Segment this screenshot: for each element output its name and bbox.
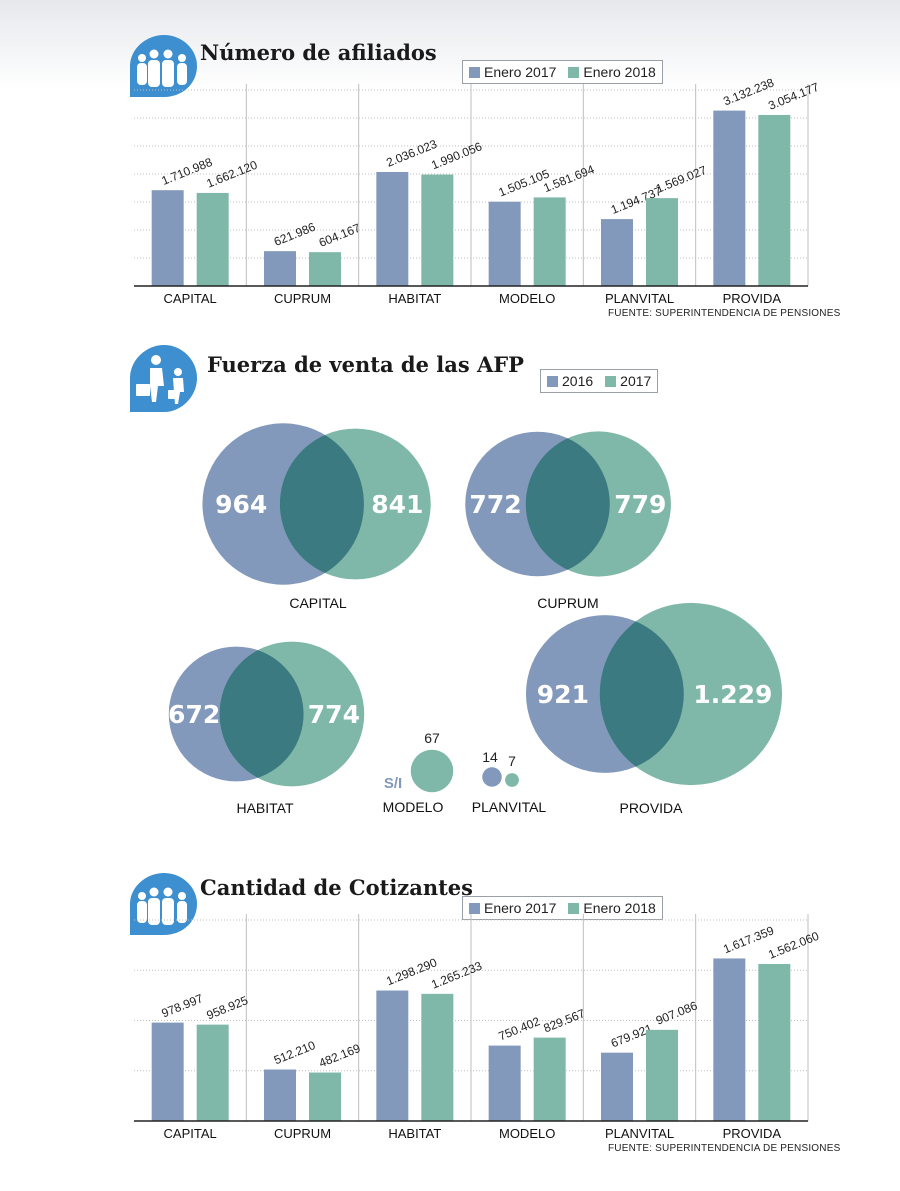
bar-provida-s2 [758, 964, 791, 1121]
legend: 2016 2017 [540, 369, 659, 393]
category-label: CUPRUM [274, 291, 331, 306]
venn-category-label: PLANVITAL [472, 799, 547, 815]
source-note: FUENTE: SUPERINTENDENCIA DE PENSIONES [608, 1143, 841, 1154]
chart-title: Fuerza de venta de las AFP [207, 352, 524, 377]
data-label: 1.265.233 [429, 959, 484, 992]
salespeople-icon [130, 345, 197, 412]
data-label: 512.210 [272, 1038, 318, 1067]
bar-capital-s1 [151, 1022, 184, 1121]
bar-planvital-s2 [646, 1029, 678, 1121]
bar-capital-s2 [196, 192, 229, 286]
venn-overlap-habitat [219, 650, 304, 778]
bar-modelo-s2 [533, 1037, 566, 1121]
venn-circle-modelo-2017 [410, 749, 454, 793]
bar-provida-s2 [758, 114, 791, 286]
bar-modelo-s2 [533, 197, 566, 286]
bar-provida-s1 [713, 110, 746, 287]
category-label: PROVIDA [723, 291, 782, 306]
category-label: MODELO [499, 291, 555, 306]
category-label: PLANVITAL [605, 291, 674, 306]
category-label: PROVIDA [723, 1126, 782, 1141]
category-label: CAPITAL [164, 1126, 217, 1141]
venn-value-2017: 1.229 [693, 680, 772, 709]
legend-label-enero-2018: Enero 2018 [583, 64, 656, 80]
data-label: 829.567 [542, 1006, 588, 1035]
bar-cuprum-s1 [264, 1069, 296, 1121]
bar-modelo-s1 [488, 1045, 521, 1121]
category-label: MODELO [499, 1126, 555, 1141]
legend-label-enero-2017: Enero 2017 [484, 900, 557, 916]
legend-swatch-2017 [605, 375, 617, 387]
legend: Enero 2017 Enero 2018 [462, 60, 663, 84]
venn-value-2017: 774 [308, 700, 360, 729]
venn-circle-planvital-2016 [482, 767, 502, 787]
legend-label-enero-2017: Enero 2017 [484, 64, 557, 80]
venn-value-2017: 7 [508, 753, 516, 769]
data-label: 907.086 [654, 998, 700, 1027]
chart-title: Cantidad de Cotizantes [200, 875, 473, 900]
legend-swatch-enero-2017 [469, 66, 480, 78]
fuerza-venta-venn-chart: 964 841 CAPITAL 772 779 CUPRUM 672 774 HABITAT 92… [168, 423, 783, 816]
data-label: 958.925 [205, 993, 251, 1022]
bar-capital-s2 [196, 1024, 229, 1121]
bar-habitat-s2 [421, 174, 454, 286]
chart-title: Número de afiliados [200, 40, 437, 65]
venn-value-2016: 772 [469, 490, 521, 519]
venn-value-2017: 67 [424, 730, 440, 746]
bar-habitat-s1 [376, 990, 409, 1121]
cotizantes-bar-chart: 978.997 958.925 CAPITAL 512.210 482.169 CUPRU… [134, 914, 821, 1141]
category-label: CUPRUM [274, 1126, 331, 1141]
category-label: HABITAT [388, 291, 441, 306]
bar-habitat-s1 [376, 171, 409, 286]
bar-planvital-s1 [601, 1052, 633, 1121]
venn-overlap-provida [599, 621, 684, 767]
venn-category-label: CAPITAL [289, 595, 347, 611]
people-group-icon [130, 35, 197, 97]
bar-habitat-s2 [421, 993, 454, 1121]
bar-capital-s1 [151, 190, 184, 286]
venn-category-label: PROVIDA [619, 800, 683, 816]
legend: Enero 2017 Enero 2018 [462, 896, 663, 920]
legend-label-2016: 2016 [562, 373, 594, 389]
venn-value-2016: 672 [168, 700, 220, 729]
venn-value-2016: 921 [537, 680, 589, 709]
venn-category-label: CUPRUM [537, 595, 598, 611]
bar-cuprum-s2 [309, 252, 341, 286]
bar-planvital-s2 [646, 198, 678, 286]
bar-planvital-s1 [601, 219, 633, 286]
venn-value-2016: S/I [384, 775, 402, 792]
legend-swatch-enero-2018 [568, 902, 580, 914]
venn-value-2016: 964 [215, 490, 267, 519]
category-label: CAPITAL [164, 291, 217, 306]
venn-category-label: HABITAT [236, 800, 293, 816]
source-note: FUENTE: SUPERINTENDENCIA DE PENSIONES [608, 308, 841, 319]
data-label: 482.169 [317, 1041, 363, 1070]
bar-modelo-s1 [488, 201, 521, 286]
venn-category-label: MODELO [383, 799, 444, 815]
data-label: 978.997 [160, 991, 206, 1020]
legend-label-2017: 2017 [620, 373, 652, 389]
bar-cuprum-s1 [264, 251, 296, 286]
venn-value-2017: 779 [614, 490, 666, 519]
legend-swatch-enero-2017 [469, 902, 480, 914]
legend-label-enero-2018: Enero 2018 [583, 900, 656, 916]
category-label: HABITAT [388, 1126, 441, 1141]
category-label: PLANVITAL [605, 1126, 674, 1141]
bar-provida-s1 [713, 958, 746, 1121]
venn-circle-planvital-2017 [505, 773, 519, 787]
legend-swatch-2016 [547, 375, 558, 387]
venn-overlap-cuprum [525, 438, 610, 570]
venn-value-2017: 841 [371, 490, 423, 519]
venn-value-2016: 14 [482, 749, 498, 765]
bar-cuprum-s2 [309, 1072, 341, 1121]
venn-overlap-capital [279, 434, 364, 574]
legend-swatch-enero-2018 [568, 66, 580, 78]
